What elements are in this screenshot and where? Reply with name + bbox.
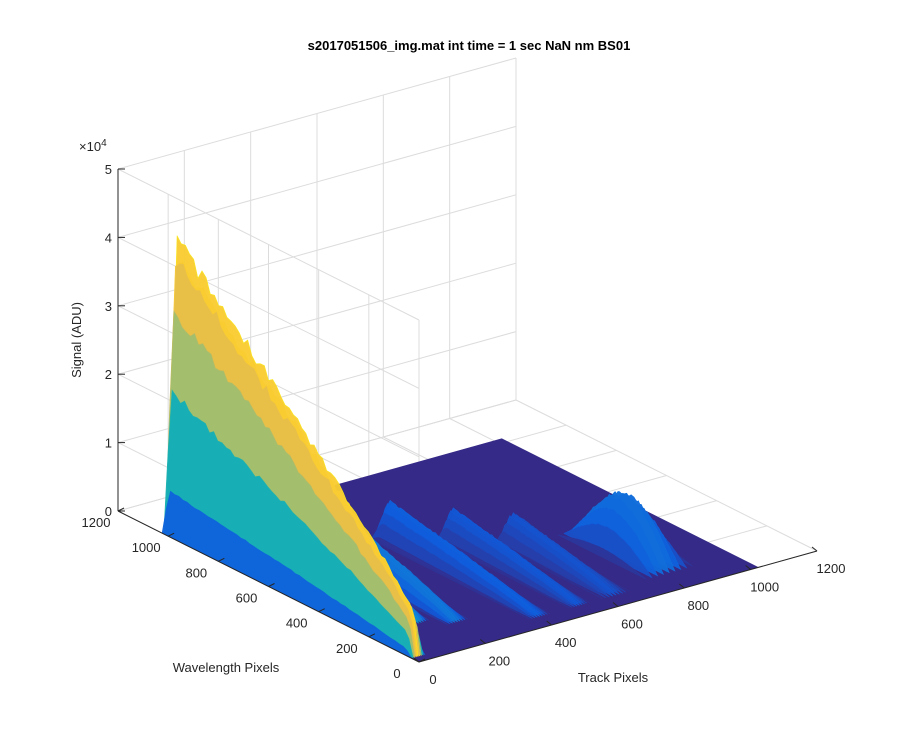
x-tick-label: 1200 (817, 561, 846, 576)
tick-layer: 0200400600800100012000200400600800100012… (82, 162, 846, 687)
y-tick-mark (268, 583, 275, 587)
grid-line (117, 57, 517, 170)
z-tick-label: 2 (105, 367, 112, 382)
x-tick-mark (745, 565, 751, 570)
y-tick-mark (318, 608, 325, 613)
z-tick-label: 4 (105, 230, 112, 245)
x-tick-label: 200 (488, 654, 510, 669)
y-tick-label: 400 (286, 616, 308, 631)
grid-line (117, 236, 420, 389)
grid-line (117, 168, 420, 321)
x-tick-label: 800 (687, 598, 709, 613)
grid-line (117, 125, 517, 238)
y-tick-mark (167, 532, 175, 537)
x-tick-label: 400 (555, 635, 577, 650)
y-tick-label: 200 (336, 641, 358, 656)
y-tick-mark (368, 633, 376, 638)
x-tick-mark (480, 639, 486, 644)
x-tick-mark (679, 583, 685, 589)
y-tick-mark (418, 658, 426, 663)
x-tick-label: 600 (621, 617, 643, 632)
y-tick-label: 1200 (82, 515, 111, 530)
x-tick-label: 0 (429, 672, 436, 687)
y-tick-mark (218, 557, 225, 562)
z-tick-label: 3 (105, 299, 112, 314)
y-tick-label: 600 (236, 591, 258, 606)
z-tick-label: 5 (105, 162, 112, 177)
z-exponent-label: ×104 (79, 138, 107, 154)
x-tick-label: 1000 (750, 580, 779, 595)
surface-layer (161, 235, 759, 662)
x-axis-label: Track Pixels (578, 670, 649, 685)
y-tick-label: 800 (185, 565, 207, 580)
y-tick-label: 0 (393, 666, 400, 681)
y-tick-label: 1000 (132, 540, 161, 555)
surface-ridge (558, 534, 647, 580)
x-tick-mark (612, 602, 619, 607)
x-tick-mark (546, 620, 552, 626)
x-tick-mark (413, 657, 420, 663)
x-tick-mark (811, 546, 818, 552)
y-axis-label: Wavelength Pixels (173, 660, 280, 675)
chart-title: s2017051506_img.mat int time = 1 sec NaN… (308, 38, 631, 53)
axis-layer (117, 168, 818, 663)
z-tick-label: 0 (105, 504, 112, 519)
z-tick-label: 1 (105, 436, 112, 451)
z-axis-label: Signal (ADU) (69, 302, 84, 378)
